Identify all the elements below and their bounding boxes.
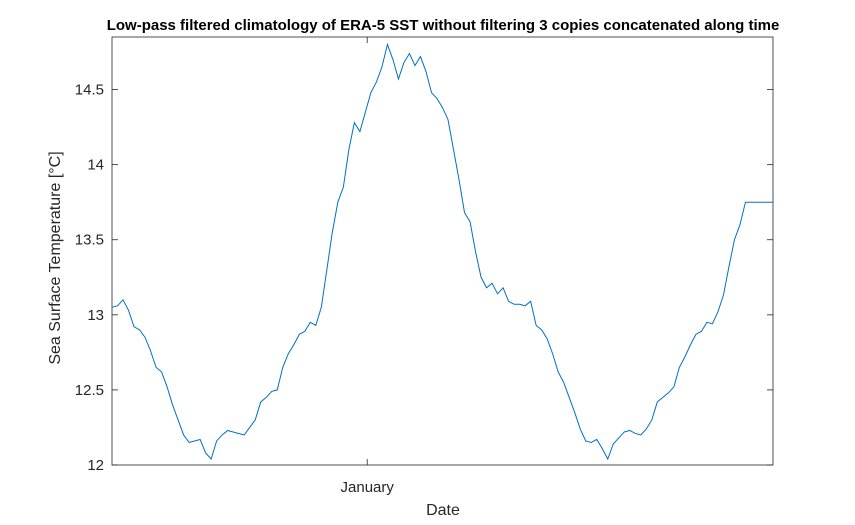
y-tick-label: 14.5 [75, 82, 104, 99]
y-tick-label: 13.5 [75, 232, 104, 249]
chart-title: Low-pass filtered climatology of ERA-5 S… [107, 17, 780, 34]
x-axis-label: Date [426, 502, 460, 519]
x-tick-label: January [341, 479, 395, 496]
sst-series-line [111, 42, 773, 461]
plot-area [111, 36, 774, 466]
y-tick-label: 14 [87, 157, 104, 174]
y-axis-label: Sea Surface Temperature [°C] [47, 151, 64, 364]
x-axis-ticks: January [341, 37, 395, 496]
y-tick-label: 13 [87, 307, 104, 324]
y-tick-label: 12.5 [75, 382, 104, 399]
y-axis-ticks: 12 12.5 13 13.5 14 14.5 [75, 82, 773, 474]
y-tick-label: 12 [87, 457, 104, 474]
